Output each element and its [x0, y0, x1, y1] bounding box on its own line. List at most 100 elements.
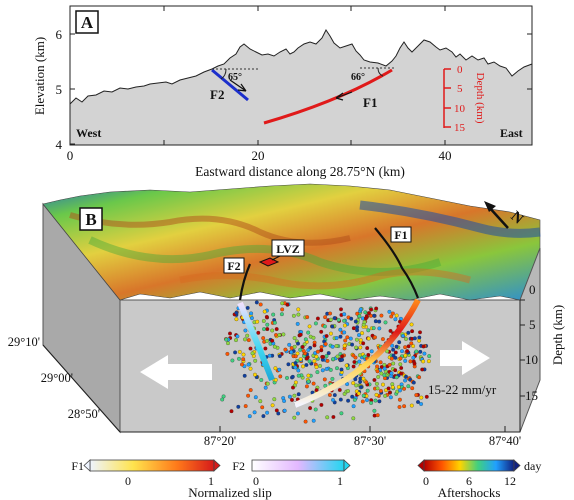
- aftershock-point: [418, 330, 422, 335]
- aftershock-point: [331, 357, 336, 362]
- aftershock-point: [365, 346, 370, 351]
- depth-b-tick-10: 10: [525, 352, 538, 367]
- depth-a-tick-15: 15: [454, 122, 466, 134]
- aftershock-point: [350, 342, 355, 347]
- aftershock-point: [247, 414, 252, 419]
- aftershock-point: [417, 335, 422, 340]
- aftershock-point: [311, 381, 316, 386]
- aftershock-point: [414, 349, 419, 354]
- lon-tick-87-30: 87°30': [354, 434, 386, 448]
- east-label: East: [500, 126, 523, 140]
- aftershock-point: [399, 366, 404, 370]
- aftershock-point: [324, 367, 329, 371]
- aftershock-point: [327, 393, 332, 397]
- aftershock-point: [245, 305, 250, 310]
- aftershock-point: [372, 313, 377, 318]
- aftershock-point: [241, 357, 246, 362]
- aftershock-point: [388, 395, 393, 400]
- legend-f2-min: 0: [253, 474, 259, 488]
- aftershock-point: [409, 341, 414, 346]
- aftershock-point: [278, 374, 283, 379]
- aftershock-point: [301, 364, 305, 369]
- fault-f2-label-b: F2: [227, 259, 240, 273]
- aftershock-point: [373, 319, 378, 324]
- aftershock-point: [421, 359, 426, 364]
- aftershock-point: [362, 320, 367, 325]
- aftershock-point: [389, 371, 394, 376]
- aftershock-point: [379, 371, 384, 376]
- y-axis: 6 5 4 Elevation (km): [32, 27, 532, 152]
- aftershock-point: [388, 328, 393, 333]
- aftershock-point: [296, 368, 301, 373]
- aftershock-point: [340, 357, 345, 362]
- aftershock-point: [296, 392, 301, 397]
- y-tick-6: 6: [56, 27, 63, 42]
- aftershock-point: [285, 302, 290, 307]
- aftershock-point: [265, 410, 270, 415]
- aftershock-point: [307, 324, 312, 329]
- x-tick-20: 20: [252, 148, 265, 163]
- aftershock-point: [267, 353, 272, 358]
- aftershock-point: [240, 362, 244, 367]
- x-axis-label: Eastward distance along 28.75°N (km): [195, 164, 405, 179]
- aftershock-point: [258, 399, 263, 404]
- aftershock-point: [404, 374, 408, 379]
- aftershock-point: [374, 381, 379, 386]
- aftershock-point: [306, 379, 311, 384]
- legend-aftershock-tick-0: 0: [423, 474, 429, 488]
- aftershock-point: [379, 313, 384, 318]
- aftershock-point: [290, 397, 294, 402]
- aftershock-point: [319, 402, 324, 407]
- aftershock-point: [234, 338, 238, 343]
- legend-f2-max: 1: [337, 474, 343, 488]
- aftershock-point: [417, 375, 422, 380]
- aftershock-point: [277, 367, 282, 372]
- f1-slip-plane: [293, 298, 421, 408]
- aftershock-point: [360, 331, 365, 336]
- aftershock-point: [302, 342, 307, 347]
- aftershock-point: [263, 385, 268, 390]
- aftershock-point: [426, 359, 431, 364]
- legend-aftershock-tick-12: 12: [504, 474, 516, 488]
- aftershock-point: [411, 344, 416, 349]
- aftershock-point: [424, 394, 429, 399]
- aftershock-point: [358, 307, 363, 312]
- aftershock-point: [397, 397, 402, 402]
- aftershock-point: [285, 375, 289, 380]
- aftershock-point: [357, 333, 361, 338]
- fault-f1-label-b: F1: [394, 228, 407, 242]
- aftershock-point: [375, 369, 380, 374]
- depth-a-tick-5: 5: [457, 83, 463, 95]
- aftershock-point: [262, 327, 266, 332]
- aftershock-point: [357, 359, 362, 364]
- aftershock-point: [248, 346, 253, 351]
- aftershock-point: [283, 347, 288, 352]
- aftershock-point: [408, 359, 413, 364]
- aftershock-point: [258, 302, 263, 307]
- aftershock-point: [248, 366, 253, 371]
- aftershock-point: [265, 381, 270, 386]
- aftershock-point: [342, 312, 347, 317]
- latitude-axis: 29°10' 29°00' 28°50': [8, 335, 121, 433]
- aftershock-point: [402, 386, 407, 391]
- aftershock-point: [387, 390, 392, 395]
- aftershock-point: [419, 395, 424, 400]
- aftershock-point: [393, 355, 398, 360]
- aftershock-point: [405, 349, 410, 354]
- aftershock-point: [351, 326, 356, 331]
- aftershock-point: [332, 393, 337, 398]
- aftershock-point: [314, 354, 319, 359]
- aftershock-point: [287, 394, 292, 399]
- aftershock-point: [343, 338, 348, 343]
- aftershock-point: [389, 314, 394, 319]
- aftershock-point: [236, 404, 241, 409]
- y-axis-label: Elevation (km): [32, 37, 47, 115]
- west-label: West: [76, 126, 101, 140]
- legend-f1-cap-left: [83, 459, 91, 472]
- aftershock-point: [229, 409, 234, 414]
- panel-b-label: B: [85, 210, 96, 229]
- aftershock-point: [322, 324, 327, 329]
- aftershock-point: [296, 373, 301, 378]
- aftershock-point: [397, 405, 402, 409]
- aftershock-point: [351, 416, 356, 421]
